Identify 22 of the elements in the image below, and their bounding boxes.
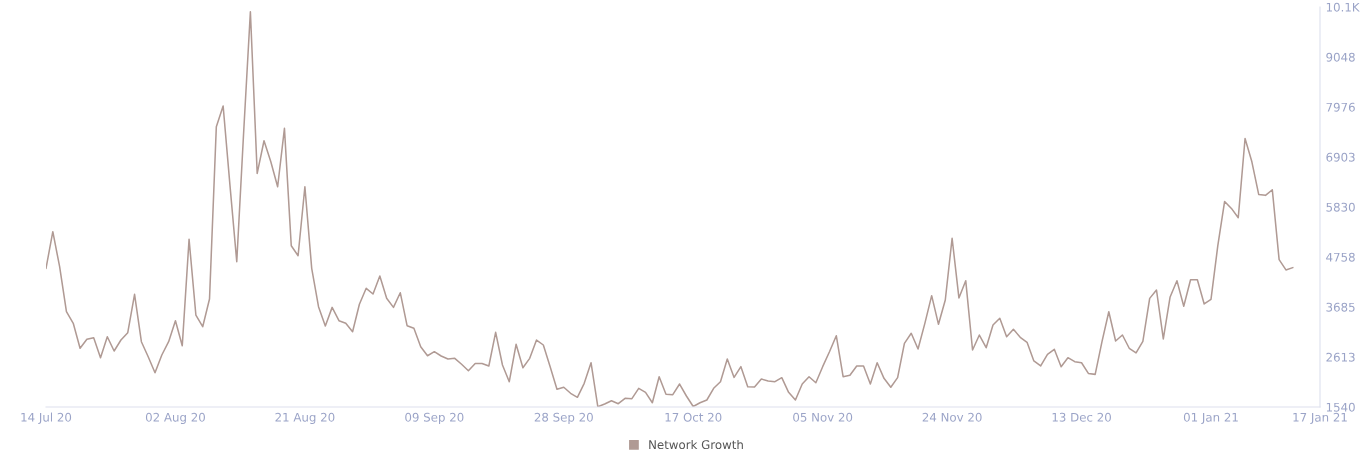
y-tick-label: 9048 — [1326, 52, 1355, 62]
x-tick-label: 05 Nov 20 — [793, 412, 853, 422]
x-tick-label: 21 Aug 20 — [275, 412, 335, 424]
x-tick-label: 24 Nov 20 — [922, 412, 982, 422]
y-tick-label: 7976 — [1326, 102, 1355, 112]
x-tick-label: 01 Jan 21 — [1183, 412, 1238, 424]
x-tick-label: 13 Dec 20 — [1052, 412, 1111, 422]
x-tick-label: 02 Aug 20 — [145, 412, 205, 424]
y-tick-label: 5830 — [1326, 202, 1355, 212]
x-tick-label: 17 Jan 21 — [1293, 412, 1347, 424]
line-series — [46, 10, 1294, 407]
x-tick-label: 28 Sep 20 — [534, 412, 593, 424]
y-tick-label: 6903 — [1326, 152, 1355, 162]
y-tick-label: 1540 — [1326, 402, 1355, 412]
y-tick-label: 10.1K — [1326, 2, 1360, 12]
y-tick-label: 3685 — [1326, 302, 1355, 312]
x-tick-label: 14 Jul 20 — [21, 412, 72, 424]
x-tick-label: 09 Sep 20 — [405, 412, 464, 424]
x-tick-label: 17 Oct 20 — [665, 412, 722, 422]
y-tick-label: 4758 — [1326, 252, 1355, 262]
y-tick-label: 2613 — [1326, 352, 1355, 362]
legend-label: Network Growth — [649, 439, 743, 450]
